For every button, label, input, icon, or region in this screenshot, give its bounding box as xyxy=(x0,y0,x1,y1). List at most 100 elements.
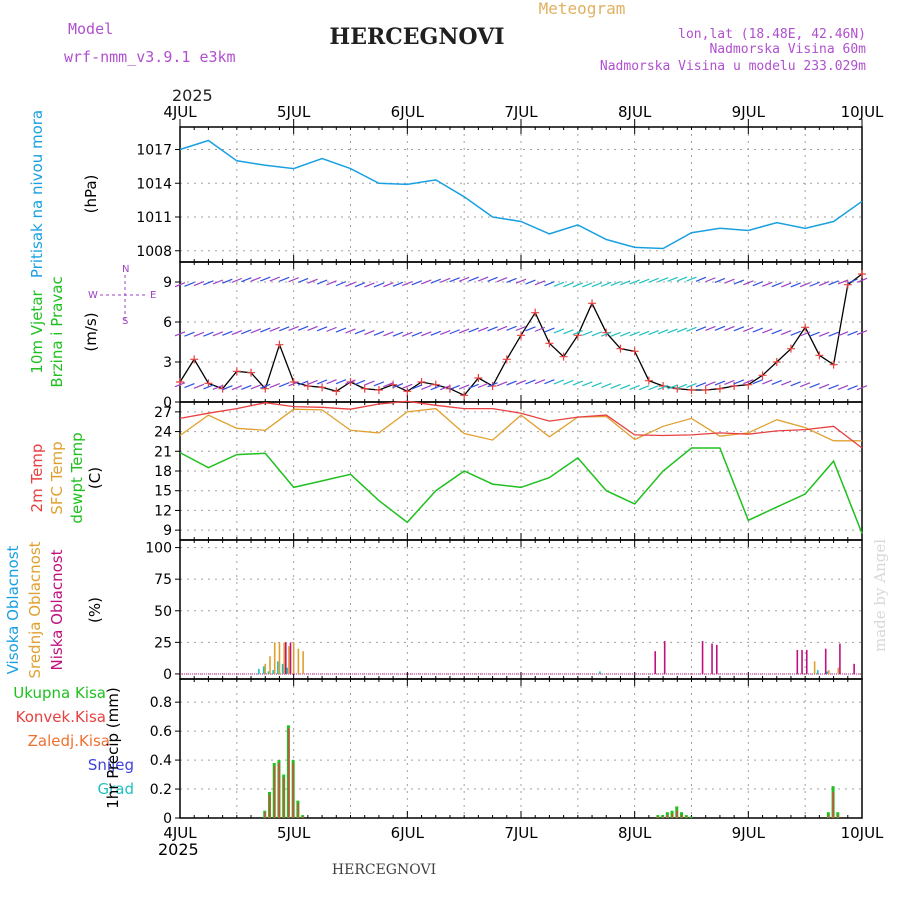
wind-direction-arrow xyxy=(790,282,801,288)
wind-direction-arrow xyxy=(610,331,621,337)
panel-pressure: 1008 1011 1014 1017 xyxy=(136,126,863,263)
wind-direction-arrow xyxy=(411,384,423,390)
wind-direction-arrow xyxy=(203,280,214,286)
wind-speed-marker xyxy=(815,351,824,360)
wind-direction-arrow xyxy=(657,329,669,335)
wind-direction-arrow xyxy=(269,276,280,282)
wind-direction-arrow xyxy=(411,331,423,337)
wind-direction-arrow xyxy=(506,277,517,283)
y-tick-label: 0 xyxy=(163,811,172,827)
y-tick-label: 1008 xyxy=(136,244,172,260)
panels: 1008101110141017036991215182124270255075… xyxy=(4,103,884,859)
dewpt-ylabel: dewpt Temp xyxy=(68,432,86,523)
wind-direction-arrow xyxy=(762,379,773,385)
wind-direction-arrow xyxy=(705,325,716,332)
temp-unit: (C) xyxy=(86,467,104,489)
y-tick-label: 0 xyxy=(163,395,172,411)
wind-direction-arrow xyxy=(269,382,280,389)
wind-direction-arrow xyxy=(799,382,811,388)
precip-legend-item: Ukupna Kisa xyxy=(13,684,106,702)
wind-direction-arrow xyxy=(743,280,754,286)
wind-direction-arrow xyxy=(354,282,366,288)
wind-direction-arrow xyxy=(525,379,536,385)
wind-direction-arrow xyxy=(439,277,451,283)
cloud-mid-ylabel: Srednja Oblacnost xyxy=(26,541,44,678)
wind-direction-arrow xyxy=(297,277,309,283)
wind-direction-arrow xyxy=(288,325,299,332)
wind-direction-arrow xyxy=(335,379,347,385)
wind-direction-arrow xyxy=(335,281,347,287)
wind-direction-arrow xyxy=(525,279,536,285)
wind-speed-marker xyxy=(559,352,568,361)
wind-direction-arrow xyxy=(818,331,830,337)
wind-direction-arrow xyxy=(544,379,555,385)
panel-frame xyxy=(179,126,863,263)
wind-direction-arrow xyxy=(676,383,688,389)
wind-direction-arrow xyxy=(714,325,726,331)
wind-direction-arrow xyxy=(231,277,243,283)
wind-direction-arrow xyxy=(297,325,309,331)
precip-legend-item: Konvek.Kisa xyxy=(16,708,106,726)
wind-direction-arrow xyxy=(373,330,385,336)
wind-speed-marker xyxy=(758,371,767,380)
wind-direction-arrow xyxy=(733,279,745,285)
watermark: made by Angel xyxy=(871,539,889,652)
wind-direction-arrow xyxy=(496,277,508,283)
wind-direction-arrow xyxy=(222,330,233,336)
wind-direction-arrow xyxy=(705,277,716,283)
sfc-ylabel: SFC Temp xyxy=(48,441,66,514)
wind-direction-arrow xyxy=(610,383,621,389)
wind-direction-arrow xyxy=(184,331,195,337)
wind-direction-arrow xyxy=(468,276,479,282)
wind-direction-arrow xyxy=(222,385,233,391)
wind-direction-arrow xyxy=(212,331,224,337)
wind-direction-arrow xyxy=(553,379,565,385)
wind-direction-arrow xyxy=(752,379,764,385)
day-label-bottom: 4JUL xyxy=(163,824,197,842)
wind-direction-arrow xyxy=(809,331,820,337)
day-label-bottom: 7JUL xyxy=(504,824,538,842)
day-label-top: 4JUL xyxy=(163,103,197,121)
wind-direction-arrow xyxy=(743,326,754,332)
wind-ylabel2: Brzina i Pravac xyxy=(48,276,66,387)
wind-direction-arrow xyxy=(572,380,584,386)
wind-direction-arrow xyxy=(439,385,451,391)
wind-direction-arrow xyxy=(392,331,404,337)
wind-speed-marker xyxy=(502,355,511,364)
wind-direction-arrow xyxy=(752,327,764,333)
wind-direction-arrow xyxy=(449,329,460,335)
wind-direction-arrow xyxy=(544,281,555,287)
wind-direction-arrow xyxy=(733,379,745,385)
wind-direction-arrow xyxy=(828,280,839,286)
wind-direction-arrow xyxy=(809,382,820,389)
precip-bar-total xyxy=(826,812,830,818)
wind-ylabel: 10m Vjetar xyxy=(28,289,46,373)
wind-speed-marker xyxy=(588,299,597,308)
wind-direction-arrow xyxy=(780,330,792,336)
day-label-top: 6JUL xyxy=(391,103,425,121)
y-tick-label: 1011 xyxy=(136,210,172,226)
wind-direction-arrow xyxy=(430,385,441,391)
compass-n: N xyxy=(122,264,129,275)
precip-bar-convective xyxy=(685,816,688,818)
wind-direction-arrow xyxy=(241,384,252,390)
precip-bar-convective xyxy=(273,765,276,818)
wind-direction-arrow xyxy=(506,380,517,386)
wind-direction-arrow xyxy=(269,326,280,332)
y-tick-label: 0.4 xyxy=(150,753,172,769)
sfc-temp-line xyxy=(179,407,862,442)
wind-direction-arrow xyxy=(828,384,839,390)
wind-direction-arrow xyxy=(724,325,735,332)
wind-direction-arrow xyxy=(762,281,773,287)
wind-direction-arrow xyxy=(619,331,631,337)
day-label-top: 9JUL xyxy=(732,103,766,121)
compass-s: S xyxy=(122,316,128,327)
model-altitude-label: Nadmorska Visina u modelu 233.029m xyxy=(600,59,866,74)
precip-bar-total xyxy=(689,816,693,818)
day-label-top: 8JUL xyxy=(618,103,652,121)
day-label-bottom: 8JUL xyxy=(618,824,652,842)
wind-speed-marker xyxy=(517,331,525,340)
wind-direction-arrow xyxy=(601,382,612,389)
precip-bar-convective xyxy=(837,815,839,818)
